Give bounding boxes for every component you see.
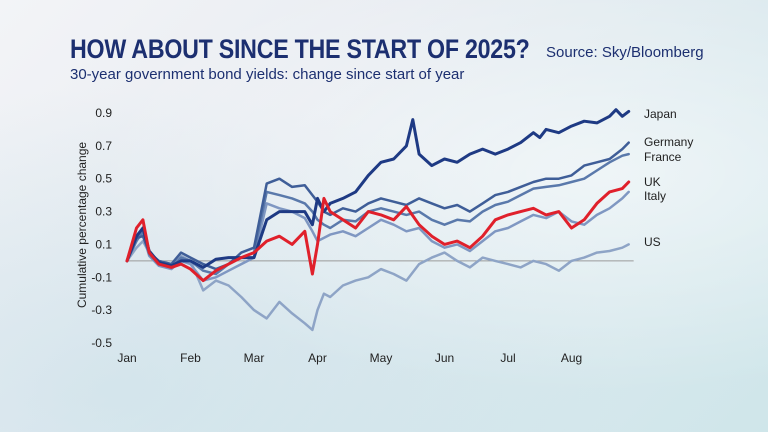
series-label-germany: Germany — [644, 135, 693, 149]
y-tick-label: -0.3 — [91, 303, 112, 317]
y-tick-label: 0.5 — [95, 172, 112, 186]
x-tick-label: Feb — [180, 351, 201, 365]
y-tick-label: -0.5 — [91, 336, 112, 350]
x-tick-label: Apr — [308, 351, 327, 365]
series-label-us: US — [644, 235, 661, 249]
x-tick-label: Jun — [435, 351, 454, 365]
x-tick-label: Aug — [561, 351, 582, 365]
y-tick-label: 0.9 — [95, 106, 112, 120]
chart-subtitle: 30-year government bond yields: change s… — [70, 66, 465, 83]
series-label-italy: Italy — [644, 189, 666, 203]
series-label-uk: UK — [644, 175, 661, 189]
x-tick-label: May — [370, 351, 393, 365]
series-label-france: France — [644, 150, 682, 164]
y-tick-label: 0.7 — [95, 139, 112, 153]
series-line-japan — [125, 108, 631, 269]
y-tick-label: -0.1 — [91, 270, 112, 284]
y-axis-title: Cumulative percentage change — [75, 142, 89, 308]
y-tick-label: 0.1 — [95, 237, 112, 251]
series-line-us — [125, 239, 630, 332]
series-line-uk — [125, 180, 631, 283]
source-label: Source: Sky/Bloomberg — [546, 44, 704, 61]
x-tick-label: Jan — [117, 351, 136, 365]
series-line-italy — [125, 190, 630, 282]
chart-title: HOW ABOUT SINCE THE START OF 2025? — [70, 34, 530, 64]
x-tick-label: Mar — [244, 351, 265, 365]
y-tick-label: 0.3 — [95, 205, 112, 219]
series-label-japan: Japan — [644, 107, 677, 121]
x-tick-label: Jul — [500, 351, 515, 365]
series-line-germany — [125, 141, 630, 271]
